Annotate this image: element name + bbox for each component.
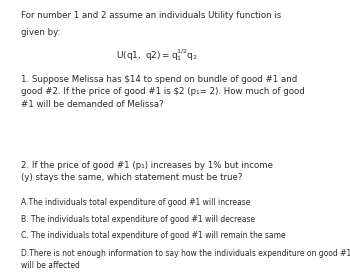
Text: given by:: given by: bbox=[21, 28, 61, 37]
Text: 2. If the price of good #1 (p₁) increases by 1% but income
(y) stays the same, w: 2. If the price of good #1 (p₁) increase… bbox=[21, 161, 273, 182]
Text: For number 1 and 2 assume an individuals Utility function is: For number 1 and 2 assume an individuals… bbox=[21, 11, 281, 20]
Text: C. The individuals total expenditure of good #1 will remain the same: C. The individuals total expenditure of … bbox=[21, 231, 286, 240]
Text: $\mathregular{U(q1,\ q2) = q_1^{1/2}q_2}$: $\mathregular{U(q1,\ q2) = q_1^{1/2}q_2}… bbox=[117, 47, 198, 63]
Text: A.The individuals total expenditure of good #1 will increase: A.The individuals total expenditure of g… bbox=[21, 198, 250, 207]
Text: D.There is not enough information to say how the individuals expenditure on good: D.There is not enough information to say… bbox=[21, 249, 350, 270]
Text: 1. Suppose Melissa has $14 to spend on bundle of good #1 and
good #2. If the pri: 1. Suppose Melissa has $14 to spend on b… bbox=[21, 75, 305, 109]
Text: B. The individuals total expenditure of good #1 will decrease: B. The individuals total expenditure of … bbox=[21, 215, 255, 224]
